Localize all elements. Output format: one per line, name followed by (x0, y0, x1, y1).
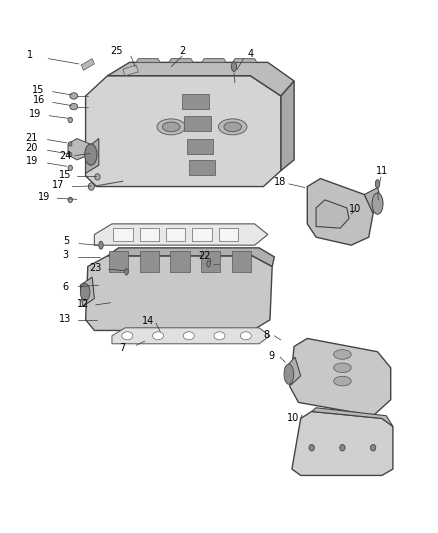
Ellipse shape (333, 363, 350, 373)
Text: 22: 22 (198, 251, 210, 261)
Ellipse shape (308, 445, 314, 451)
Polygon shape (85, 256, 272, 330)
Polygon shape (289, 338, 390, 416)
Polygon shape (112, 328, 269, 344)
Polygon shape (315, 200, 348, 228)
Ellipse shape (152, 332, 163, 340)
Ellipse shape (333, 350, 350, 359)
Ellipse shape (124, 269, 128, 275)
Polygon shape (107, 248, 274, 266)
Polygon shape (170, 251, 189, 272)
Polygon shape (113, 228, 132, 241)
Polygon shape (182, 94, 208, 109)
Polygon shape (107, 62, 293, 96)
Ellipse shape (283, 364, 293, 384)
Polygon shape (80, 277, 94, 306)
Polygon shape (364, 188, 381, 213)
Polygon shape (291, 411, 392, 475)
Polygon shape (81, 59, 94, 70)
Text: 6: 6 (62, 282, 68, 292)
Ellipse shape (223, 122, 241, 132)
Text: 2: 2 (179, 46, 185, 55)
Ellipse shape (370, 445, 375, 451)
Text: 16: 16 (32, 95, 45, 105)
Ellipse shape (68, 142, 72, 146)
Text: 8: 8 (263, 330, 269, 340)
Text: 11: 11 (375, 166, 387, 175)
Text: 14: 14 (142, 316, 154, 326)
Polygon shape (139, 228, 159, 241)
Polygon shape (109, 251, 128, 272)
Polygon shape (166, 228, 185, 241)
Polygon shape (232, 59, 256, 62)
Ellipse shape (70, 103, 78, 110)
Ellipse shape (183, 332, 194, 340)
Text: 21: 21 (25, 133, 38, 142)
Text: 19: 19 (25, 156, 38, 166)
Text: 19: 19 (38, 192, 50, 202)
Ellipse shape (68, 165, 72, 171)
Polygon shape (184, 116, 210, 131)
Ellipse shape (231, 62, 236, 71)
Ellipse shape (95, 174, 100, 180)
Ellipse shape (80, 284, 90, 301)
Ellipse shape (206, 261, 210, 267)
Polygon shape (85, 139, 99, 173)
Ellipse shape (333, 376, 350, 386)
Text: 10: 10 (348, 204, 360, 214)
Ellipse shape (121, 332, 132, 340)
Polygon shape (136, 59, 160, 62)
Text: 1: 1 (27, 50, 33, 60)
Text: 3: 3 (62, 250, 68, 260)
Ellipse shape (70, 93, 78, 99)
Text: 9: 9 (268, 351, 274, 361)
Text: 15: 15 (59, 170, 71, 180)
Text: 20: 20 (25, 143, 38, 153)
Polygon shape (68, 139, 90, 160)
Text: 24: 24 (59, 151, 71, 160)
Ellipse shape (240, 332, 251, 340)
Ellipse shape (339, 445, 344, 451)
Ellipse shape (218, 119, 247, 135)
Text: 25: 25 (110, 46, 122, 55)
Ellipse shape (88, 183, 94, 190)
Polygon shape (123, 65, 138, 76)
Polygon shape (85, 76, 280, 187)
Polygon shape (192, 228, 211, 241)
Ellipse shape (68, 117, 72, 123)
Polygon shape (285, 357, 300, 385)
Text: 18: 18 (273, 177, 286, 187)
Polygon shape (218, 228, 237, 241)
Text: 13: 13 (59, 314, 71, 324)
Text: 19: 19 (29, 109, 41, 118)
Ellipse shape (213, 332, 225, 340)
Polygon shape (186, 139, 212, 154)
Ellipse shape (68, 197, 72, 203)
Text: 4: 4 (247, 50, 253, 59)
Ellipse shape (68, 152, 72, 157)
Polygon shape (188, 160, 215, 175)
Polygon shape (201, 251, 220, 272)
Text: 15: 15 (32, 85, 45, 94)
Ellipse shape (374, 180, 379, 188)
Polygon shape (139, 251, 159, 272)
Text: 10: 10 (286, 414, 299, 423)
Polygon shape (280, 81, 293, 171)
Ellipse shape (157, 119, 185, 135)
Text: 23: 23 (89, 263, 102, 272)
Polygon shape (201, 59, 226, 62)
Text: 17: 17 (52, 181, 64, 190)
Polygon shape (169, 59, 193, 62)
Ellipse shape (371, 193, 382, 214)
Polygon shape (94, 224, 267, 245)
Polygon shape (231, 251, 251, 272)
Ellipse shape (162, 122, 180, 132)
Polygon shape (311, 408, 392, 426)
Text: 12: 12 (77, 299, 89, 309)
Text: 5: 5 (63, 236, 69, 246)
Text: 7: 7 (119, 343, 125, 352)
Ellipse shape (85, 144, 97, 165)
Ellipse shape (99, 241, 103, 249)
Polygon shape (307, 179, 372, 245)
